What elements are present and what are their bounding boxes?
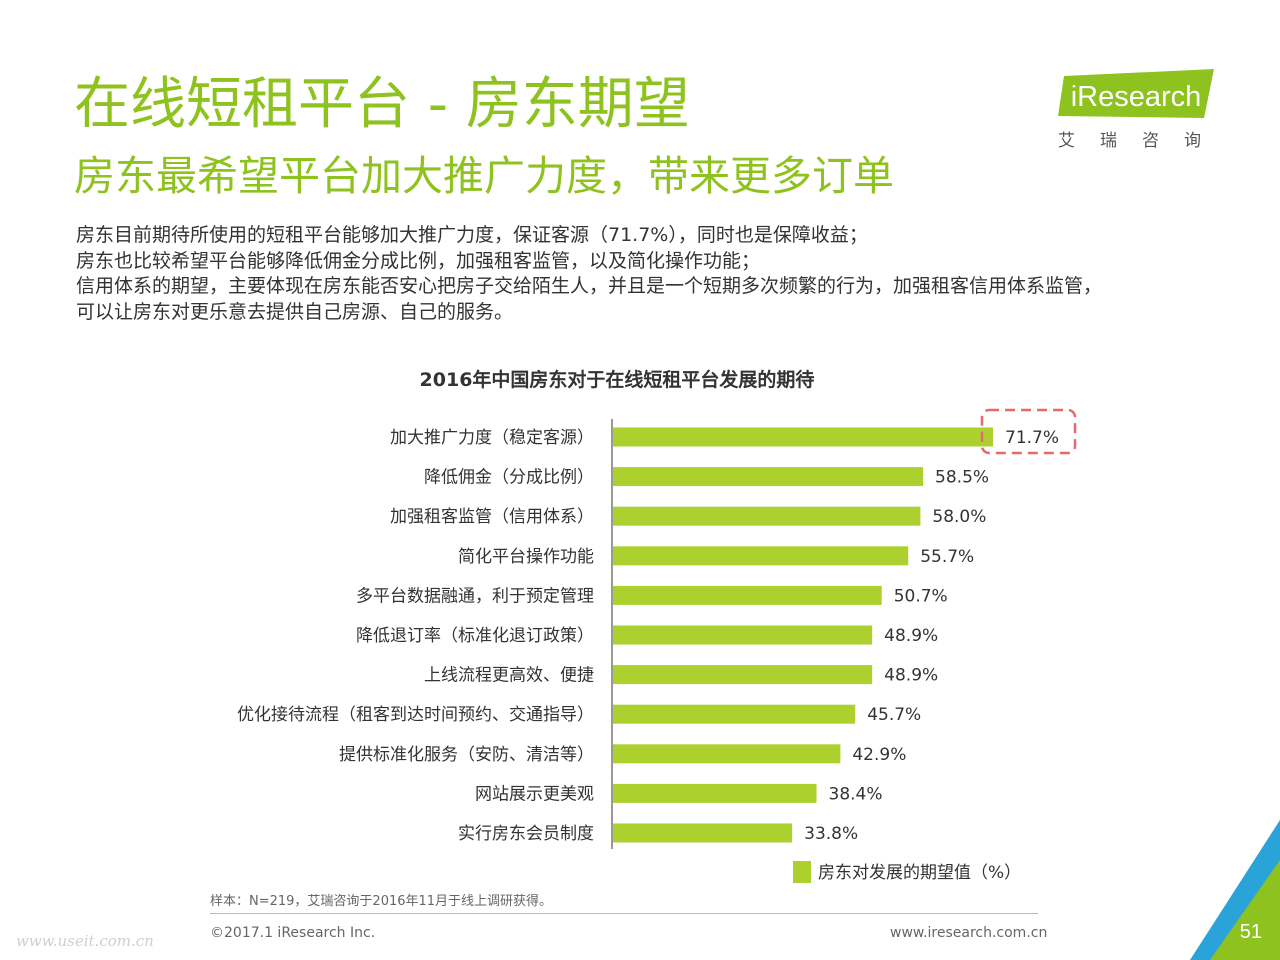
category-label: 降低退订率（标准化退订政策）: [356, 626, 594, 646]
value-label: 48.9%: [884, 666, 938, 686]
bar: [613, 546, 909, 566]
page-title: 在线短租平台 - 房东期望: [74, 72, 690, 137]
sample-note: 样本：N=219，艾瑞咨询于2016年11月于线上调研获得。: [210, 894, 553, 909]
value-label: 33.8%: [804, 824, 858, 844]
value-label: 45.7%: [867, 705, 921, 725]
bar: [613, 744, 841, 764]
category-label: 优化接待流程（租客到达时间预约、交通指导）: [237, 705, 594, 725]
legend-label: 房东对发展的期望值（%）: [818, 863, 1021, 883]
bar: [613, 625, 873, 645]
logo-cn-name: 艾瑞咨询: [1058, 131, 1226, 151]
value-label: 71.7%: [1005, 428, 1059, 448]
category-label: 实行房东会员制度: [458, 824, 594, 844]
category-label: 简化平台操作功能: [458, 547, 594, 567]
summary-line: 可以让房东对更乐意去提供自己房源、自己的服务。: [76, 300, 514, 323]
bar: [613, 585, 882, 605]
corner-green-shape: [1210, 860, 1280, 960]
value-label: 55.7%: [920, 547, 974, 567]
value-label: 58.5%: [935, 468, 989, 488]
summary-text: 房东目前期待所使用的短租平台能够加大推广力度，保证客源（71.7%），同时也是保…: [76, 223, 1246, 325]
bar: [613, 467, 924, 487]
chart-title: 2016年中国房东对于在线短租平台发展的期待: [420, 368, 815, 391]
page-number: 51: [1239, 921, 1262, 943]
iresearch-logo: iResearch: [1058, 69, 1214, 118]
value-label: 48.9%: [884, 626, 938, 646]
bar: [613, 704, 856, 724]
summary-line: 房东目前期待所使用的短租平台能够加大推广力度，保证客源（71.7%），同时也是保…: [76, 224, 868, 246]
bar: [613, 506, 921, 526]
summary-line: 信用体系的期望，主要体现在房东能否安心把房子交给陌生人，并且是一个短期多次频繁的…: [76, 275, 1103, 297]
footer-divider: [210, 913, 1038, 914]
value-label: 38.4%: [829, 784, 883, 804]
category-label: 上线流程更高效、便捷: [424, 666, 594, 686]
value-label: 58.0%: [932, 507, 986, 527]
bar: [613, 783, 817, 803]
legend-swatch: [793, 861, 811, 883]
watermark: www.useit.com.cn: [16, 932, 154, 950]
logo-banner: [1058, 69, 1214, 118]
logo-wordmark: iResearch: [1071, 81, 1202, 113]
value-label: 50.7%: [894, 586, 948, 606]
summary-line: 房东也比较希望平台能够降低佣金分成比例，加强租客监管，以及简化操作功能；: [76, 249, 761, 272]
category-label: 加强租客监管（信用体系）: [390, 507, 594, 527]
highlight-box: [980, 408, 1077, 455]
category-label: 降低佣金（分成比例）: [424, 468, 594, 488]
copyright: ©2017.1 iResearch Inc.: [210, 925, 376, 941]
bar: [613, 823, 793, 843]
category-label: 多平台数据融通，利于预定管理: [356, 586, 594, 606]
bar: [613, 665, 873, 685]
category-label: 网站展示更美观: [475, 784, 594, 804]
category-label: 加大推广力度（稳定客源）: [390, 428, 594, 448]
page-subtitle: 房东最希望平台加大推广力度，带来更多订单: [74, 152, 894, 200]
bar: [613, 427, 994, 447]
website-link[interactable]: www.iresearch.com.cn: [890, 925, 1048, 941]
corner-decoration: [1190, 820, 1280, 960]
value-label: 42.9%: [852, 745, 906, 765]
category-label: 提供标准化服务（安防、清洁等）: [339, 745, 594, 765]
